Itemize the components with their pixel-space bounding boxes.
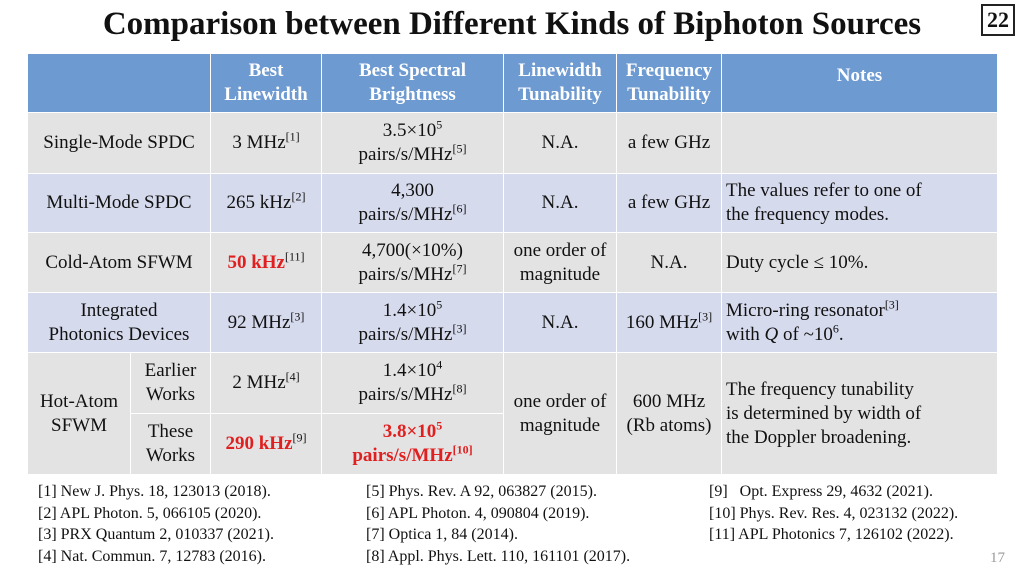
brightness-cell: 3.8×105 pairs/s/MHz[10] — [321, 413, 504, 475]
reference-item: [5] Phys. Rev. A 92, 063827 (2015). — [366, 483, 597, 500]
reference-item: [6] APL Photon. 4, 090804 (2019). — [366, 504, 590, 522]
frequency-tunability-cell: N.A. — [616, 232, 722, 293]
reference-item: [8] Appl. Phys. Lett. 110, 161101 (2017)… — [366, 547, 631, 565]
notes-cell: Duty cycle ≤ 10%. — [721, 232, 998, 293]
linewidth-tunability-cell: one order of magnitude — [503, 352, 617, 475]
reference-item: [3] PRX Quantum 2, 010337 (2021). — [38, 526, 274, 543]
source-name: Integrated Photonics Devices — [27, 292, 211, 353]
source-name: Multi-Mode SPDC — [27, 173, 211, 233]
reference-item: [11] APL Photonics 7, 126102 (2022). — [709, 526, 954, 543]
linewidth-cell: 2 MHz[4] — [210, 352, 322, 414]
brightness-cell: 4,300 pairs/s/MHz[6] — [321, 173, 504, 233]
notes-cell: Micro-ring resonator[3] with Q of ~106. — [721, 292, 998, 353]
reference-item: [1] New J. Phys. 18, 123013 (2018). — [38, 483, 271, 500]
linewidth-cell: 265 kHz[2] — [210, 173, 322, 233]
linewidth-tunability-cell: N.A. — [503, 292, 617, 353]
table-row: Multi-Mode SPDC 265 kHz[2] 4,300 pairs/s/… — [27, 173, 998, 233]
frequency-tunability-cell: 160 MHz[3] — [616, 292, 722, 353]
reference-item: [10] Phys. Rev. Res. 4, 023132 (2022). — [709, 504, 959, 522]
header-source-cell — [27, 53, 211, 113]
header-frequency-tunability: Frequency Tunability — [616, 53, 722, 113]
frequency-tunability-cell: a few GHz — [616, 112, 722, 174]
header-notes: Notes — [721, 53, 998, 113]
frequency-tunability-cell: 600 MHz (Rb atoms) — [616, 352, 722, 475]
source-name: Cold-Atom SFWM — [27, 232, 211, 293]
sub-source-name: Earlier Works — [130, 352, 211, 414]
reference-item: [7] Optica 1, 84 (2014). — [366, 526, 518, 543]
comparison-table: Best Linewidth Best Spectral Brightness Li… — [27, 53, 998, 475]
brightness-cell: 1.4×104 pairs/s/MHz[8] — [321, 352, 504, 414]
notes-cell: The frequency tunability is determined by… — [721, 352, 998, 475]
header-best-linewidth: Best Linewidth — [210, 53, 322, 113]
reference-item: [4] Nat. Commun. 7, 12783 (2016). — [38, 547, 266, 565]
page-number: 17 — [990, 550, 1005, 566]
sub-source-name: These Works — [130, 413, 211, 475]
table-row: These Works 290 kHz[9] 3.8×105 pairs/s/MHz… — [28, 413, 998, 475]
slide-number-box: 22 — [981, 4, 1015, 36]
brightness-cell: 4,700(×10%) pairs/s/MHz[7] — [321, 232, 504, 293]
table-row: Single-Mode SPDC 3 MHz[1] 3.5×105 pairs/s… — [27, 112, 998, 174]
brightness-cell: 3.5×105 pairs/s/MHz[5] — [321, 112, 504, 174]
references-column-2: [5] Phys. Rev. A 92, 063827 (2015). [6] … — [366, 481, 630, 567]
linewidth-tunability-cell: one order of magnitude — [503, 232, 617, 293]
slide-title: Comparison between Different Kinds of Bi… — [102, 6, 922, 42]
notes-cell: The values refer to one of the frequency … — [721, 173, 998, 233]
linewidth-cell: 92 MHz[3] — [210, 292, 322, 353]
linewidth-cell: 290 kHz[9] — [210, 413, 322, 475]
header-best-brightness: Best Spectral Brightness — [321, 53, 504, 113]
table-row: Hot-Atom SFWM Earlier Works 2 MHz[4] 1.4×1… — [27, 352, 998, 475]
source-name: Single-Mode SPDC — [27, 112, 211, 174]
brightness-cell: 1.4×105 pairs/s/MHz[3] — [321, 292, 504, 353]
reference-item: [9] Opt. Express 29, 4632 (2021). — [709, 483, 933, 500]
table-header-row: Best Linewidth Best Spectral Brightness Li… — [27, 53, 998, 113]
source-name: Hot-Atom SFWM — [27, 352, 131, 475]
frequency-tunability-cell: a few GHz — [616, 173, 722, 233]
linewidth-tunability-cell: N.A. — [503, 112, 617, 174]
table-row: Integrated Photonics Devices 92 MHz[3] 1.… — [27, 292, 998, 353]
references-column-1: [1] New J. Phys. 18, 123013 (2018). [2] … — [38, 481, 274, 567]
linewidth-tunability-cell: N.A. — [503, 173, 617, 233]
reference-item: [2] APL Photon. 5, 066105 (2020). — [38, 504, 262, 522]
linewidth-cell: 3 MHz[1] — [210, 112, 322, 174]
references-column-3: [9] Opt. Express 29, 4632 (2021). [10] P… — [709, 481, 958, 546]
linewidth-cell: 50 kHz[11] — [210, 232, 322, 293]
notes-cell — [721, 112, 998, 174]
header-linewidth-tunability: Linewidth Tunability — [503, 53, 617, 113]
table-row: Cold-Atom SFWM 50 kHz[11] 4,700(×10%) pai… — [27, 232, 998, 293]
